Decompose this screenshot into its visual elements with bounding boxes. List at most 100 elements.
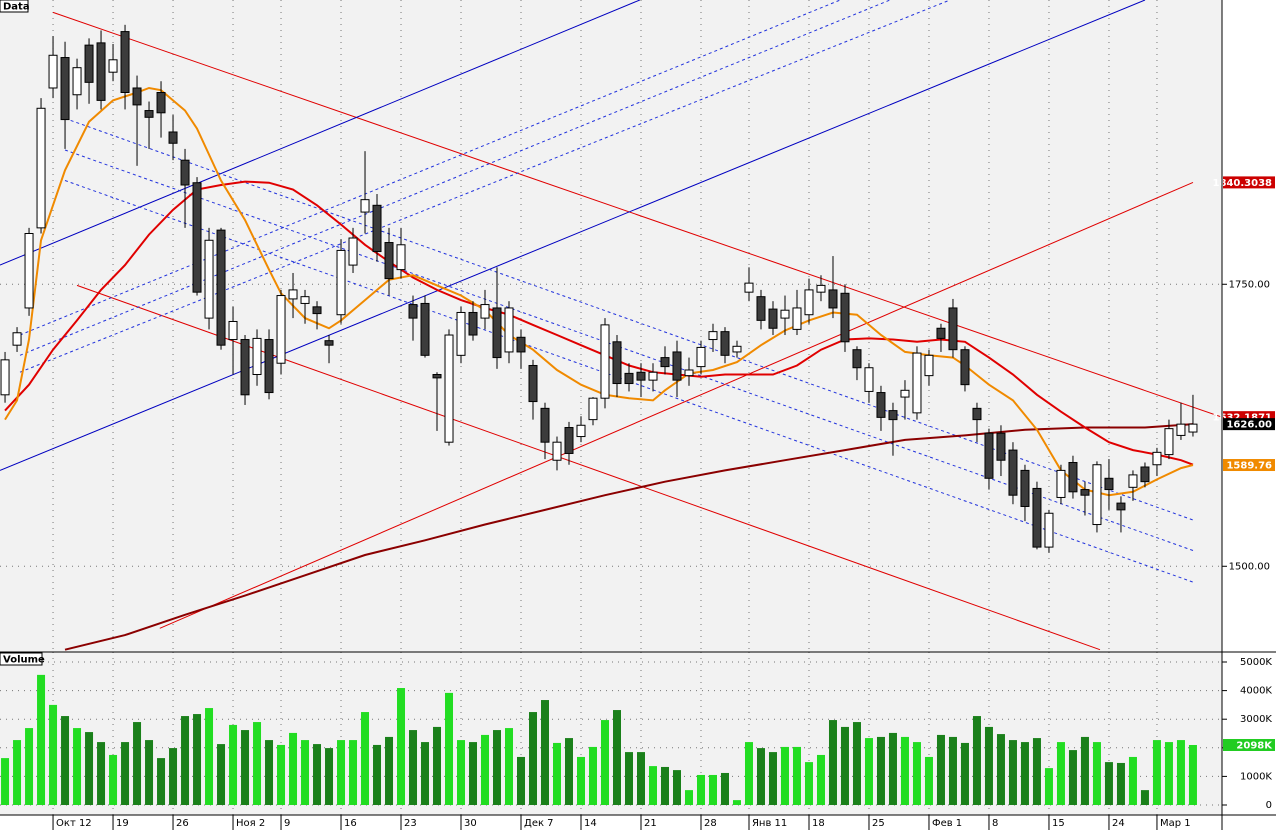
volume-bar — [744, 742, 753, 805]
volume-bar — [457, 740, 466, 805]
volume-bar — [660, 766, 669, 805]
volume-bar — [864, 738, 873, 805]
volume-bar — [577, 756, 586, 805]
candle-body — [228, 320, 238, 341]
volume-bar — [565, 738, 574, 805]
candle-body — [804, 289, 814, 316]
candle-body — [816, 284, 826, 293]
candle-body — [864, 367, 874, 392]
candle-body — [456, 311, 466, 356]
volume-bar — [1032, 738, 1041, 805]
panel-title-box — [0, 0, 29, 13]
volume-bar — [1, 758, 10, 805]
candle-body — [1140, 466, 1150, 483]
volume-bar — [13, 740, 22, 805]
candle-body — [372, 204, 382, 253]
y-tick-label: 3000K — [1240, 714, 1272, 725]
volume-bar — [25, 728, 34, 805]
candle-body — [192, 182, 202, 293]
volume-bar — [109, 754, 118, 805]
candle-body — [912, 352, 922, 414]
candle-body — [708, 331, 718, 341]
volume-bar — [325, 748, 334, 805]
candle-body — [432, 374, 442, 379]
candle-body — [468, 311, 478, 336]
candle-body — [840, 292, 850, 343]
candle-body — [504, 307, 514, 353]
volume-bar — [169, 748, 178, 805]
candle-body — [360, 199, 370, 213]
candle-body — [900, 389, 910, 398]
candle-body — [576, 424, 586, 438]
volume-bar — [924, 756, 933, 805]
x-tick-label: Янв 11 — [752, 818, 787, 829]
candle-body — [948, 307, 958, 351]
candle-body — [324, 340, 334, 346]
candle-body — [444, 334, 454, 443]
x-tick-label: Мар 1 — [1160, 818, 1191, 829]
candle-body — [828, 289, 838, 309]
candle-body — [1032, 487, 1042, 548]
y-tick-label: 1500.00 — [1229, 561, 1270, 572]
volume-bar — [996, 734, 1005, 805]
volume-bar — [205, 708, 214, 805]
volume-bar — [193, 714, 202, 805]
candle-body — [312, 306, 322, 315]
volume-bar — [1176, 740, 1185, 805]
volume-bar — [49, 704, 58, 805]
price-plot — [0, 0, 1222, 652]
volume-bar — [529, 712, 538, 805]
volume-bar — [241, 730, 250, 805]
x-tick-label: 14 — [584, 818, 597, 829]
volume-bar — [1152, 740, 1161, 805]
candle-body — [1080, 489, 1090, 496]
volume-bar — [505, 728, 514, 805]
volume-bar — [133, 722, 142, 805]
candle-body — [1020, 469, 1030, 507]
volume-bar — [157, 758, 166, 805]
candle-body — [348, 237, 358, 266]
trend-line — [64, 180, 1194, 583]
candle-body — [684, 369, 694, 377]
x-tick-label: 9 — [284, 818, 290, 829]
candle-body — [648, 371, 658, 381]
volume-bar — [792, 746, 801, 805]
trend-line — [64, 149, 1194, 551]
price-marker-label: 2098K — [1236, 740, 1273, 751]
candle-body — [408, 304, 418, 319]
volume-bar — [1092, 742, 1101, 805]
volume-bar — [97, 742, 106, 805]
x-tick-label: 19 — [116, 818, 129, 829]
volume-bar — [684, 790, 693, 805]
volume-plot — [0, 652, 1222, 815]
volume-bar — [229, 724, 238, 805]
candle-body — [108, 59, 118, 73]
x-tick-label: 26 — [176, 818, 189, 829]
volume-bar — [469, 742, 478, 805]
volume-bar — [756, 748, 765, 805]
candle-body — [204, 239, 214, 319]
volume-bar — [672, 770, 681, 805]
volume-bar — [313, 744, 322, 805]
volume-bar — [289, 732, 298, 805]
volume-bar — [265, 740, 274, 805]
candle-body — [528, 364, 538, 403]
candle-body — [84, 44, 94, 83]
trend-line — [19, 0, 891, 356]
candle-body — [552, 441, 562, 461]
volume-bar — [409, 730, 418, 805]
candle-body — [720, 331, 730, 356]
volume-bar — [984, 726, 993, 805]
candle-body — [1116, 502, 1126, 511]
y-tick-label: 4000K — [1240, 686, 1272, 697]
candle-body — [1104, 477, 1114, 491]
volume-bar — [37, 674, 46, 805]
trend-line — [19, 0, 951, 373]
candle-body — [732, 345, 742, 353]
volume-bar — [481, 734, 490, 805]
volume-bar — [73, 728, 82, 805]
price-marker — [1223, 738, 1275, 751]
candle-body — [300, 296, 310, 304]
candle-body — [180, 159, 190, 186]
price-marker-label: 1589.76 — [1226, 461, 1272, 472]
